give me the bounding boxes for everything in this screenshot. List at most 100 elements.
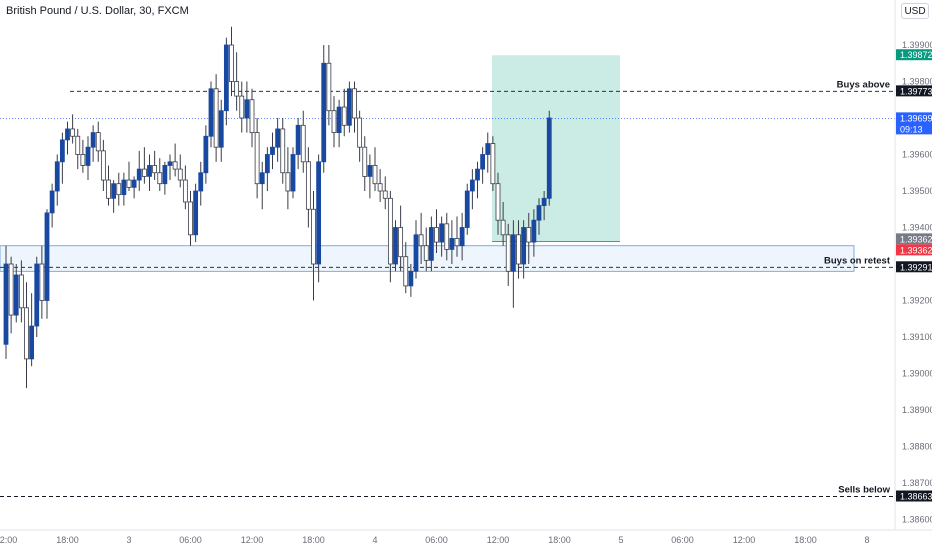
x-tick-label: 12:00	[733, 535, 756, 545]
x-tick-label: 06:00	[671, 535, 694, 545]
candle-body	[70, 128, 76, 137]
candle-body	[218, 110, 224, 148]
candle-body	[157, 172, 163, 185]
y-tick-label: 1.39800	[902, 77, 932, 87]
candle-body	[300, 124, 306, 163]
candle-body	[193, 190, 199, 236]
x-tick-label: 12:00	[241, 535, 264, 545]
candle-body	[49, 190, 55, 214]
x-tick-label: 18:00	[794, 535, 817, 545]
candle-body	[259, 172, 265, 185]
candle-body	[413, 234, 419, 272]
candle-body	[464, 190, 470, 228]
level-annotation: Sells below	[838, 485, 890, 496]
candle-body	[418, 234, 424, 247]
candle-body	[44, 212, 50, 301]
candle-body	[408, 270, 414, 287]
candle-body	[326, 62, 332, 112]
candle-body	[18, 274, 24, 309]
y-tick-label: 1.39100	[902, 332, 932, 342]
candle-body	[85, 146, 91, 166]
price-tag	[896, 112, 932, 135]
price-tag-label: 1.39362	[900, 245, 932, 255]
level-price-tag	[896, 85, 932, 97]
candle-body	[398, 227, 404, 258]
chart-title: British Pound / U.S. Dollar, 30, FXCM	[6, 5, 189, 17]
candle-body	[249, 99, 255, 133]
candle-body	[167, 161, 173, 166]
candle-body	[172, 161, 178, 170]
price-tag	[896, 233, 932, 245]
candle-body	[24, 307, 29, 360]
x-tick-label: 06:00	[425, 535, 448, 545]
candle-body	[75, 135, 81, 155]
candle-body	[387, 197, 393, 265]
candle-body	[13, 274, 19, 316]
candle-body	[480, 154, 486, 170]
candle-body	[449, 238, 455, 250]
candle-body	[336, 106, 342, 134]
candle-body	[177, 168, 183, 181]
candle-body	[393, 227, 398, 265]
price-tag-label: 1.39699	[900, 113, 932, 123]
x-tick-label: 5	[618, 535, 623, 545]
price-tag-label: 1.39362	[900, 234, 932, 244]
y-tick-label: 1.38800	[902, 442, 932, 452]
candle-body	[459, 227, 465, 247]
candle-body	[372, 165, 378, 185]
level-price-tag-label: 1.39291	[900, 262, 932, 272]
candle-body	[311, 208, 316, 265]
candle-body	[65, 128, 70, 141]
candle-body	[188, 201, 193, 236]
candle-body	[331, 110, 337, 133]
candle-body	[377, 183, 383, 192]
x-tick-label: 4	[372, 535, 377, 545]
x-tick-label: 12:00	[0, 535, 17, 545]
price-tag-label: 1.39872	[900, 50, 932, 60]
candle-body	[469, 179, 475, 192]
candle-body	[111, 183, 117, 199]
candle-body	[444, 223, 450, 250]
y-tick-label: 1.39500	[902, 186, 932, 196]
candle-body	[34, 263, 40, 327]
candle-body	[521, 227, 527, 265]
candle-body	[475, 168, 480, 181]
candle-body	[147, 165, 152, 177]
candle-body	[116, 183, 122, 196]
candle-body	[357, 117, 363, 148]
candle-body	[223, 44, 229, 112]
candle-body	[100, 150, 106, 181]
x-tick-label: 18:00	[56, 535, 79, 545]
x-tick-label: 8	[864, 535, 869, 545]
x-tick-label: 18:00	[302, 535, 325, 545]
candle-body	[270, 146, 275, 155]
candle-body	[362, 146, 368, 177]
candle-body	[280, 128, 286, 174]
y-tick-label: 1.39400	[902, 223, 932, 233]
candle-body	[80, 154, 86, 166]
candle-body	[182, 179, 188, 203]
candle-body	[3, 263, 9, 345]
y-tick-label: 1.39000	[902, 369, 932, 379]
candle-body	[536, 205, 542, 221]
candle-body	[203, 135, 209, 174]
candle-body	[254, 132, 260, 185]
candle-body	[198, 172, 204, 192]
candle-body	[423, 245, 429, 261]
candle-body	[367, 165, 373, 177]
candle-body	[229, 44, 234, 82]
currency-selector-button[interactable]: USD	[901, 3, 929, 19]
y-tick-label: 1.38600	[902, 515, 932, 525]
candle-body	[495, 183, 501, 221]
candle-body	[152, 165, 158, 174]
candle-body	[341, 106, 347, 126]
price-tag-sublabel: 09:13	[900, 124, 923, 134]
candle-body	[213, 88, 219, 148]
candle-body	[434, 227, 439, 243]
candle-body	[485, 143, 491, 155]
candle-body	[403, 256, 409, 287]
level-annotation: Buys on retest	[824, 255, 891, 266]
level-price-tag	[896, 261, 932, 273]
y-tick-label: 1.38900	[902, 405, 932, 415]
